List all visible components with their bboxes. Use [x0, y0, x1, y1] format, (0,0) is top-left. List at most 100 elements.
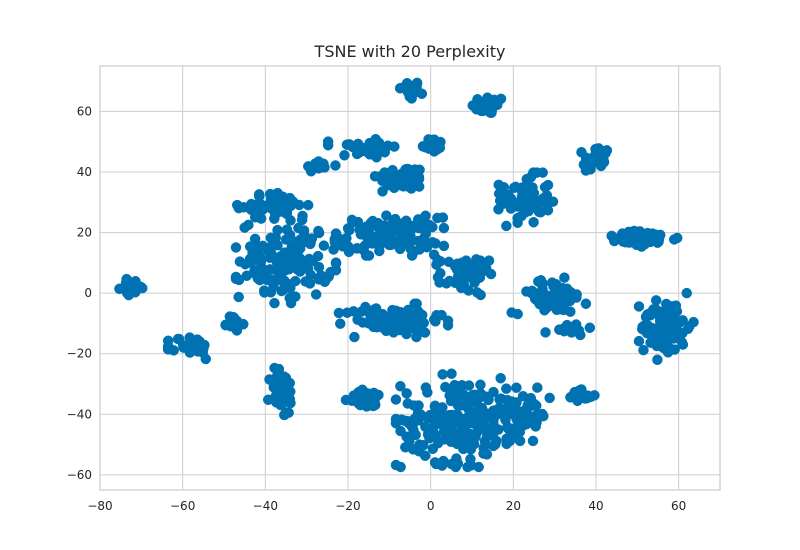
scatter-point: [661, 298, 672, 310]
scatter-point: [472, 417, 483, 428]
scatter-point: [394, 321, 405, 333]
scatter-point: [390, 394, 402, 405]
scatter-point: [506, 307, 517, 318]
scatter-point: [483, 394, 494, 406]
scatter-point: [580, 298, 592, 310]
scatter-point: [244, 241, 256, 252]
scatter-point: [342, 240, 354, 252]
scatter-point: [415, 409, 426, 420]
scatter-point: [501, 383, 512, 394]
scatter-point: [475, 388, 486, 399]
scatter-point: [281, 224, 293, 235]
scatter-point: [389, 141, 400, 152]
x-tick-label: −60: [170, 499, 195, 513]
scatter-point: [258, 285, 270, 296]
scatter-point: [502, 422, 514, 433]
scatter-point: [396, 228, 407, 240]
scatter-point: [578, 159, 590, 170]
scatter-point: [414, 244, 425, 255]
scatter-point: [402, 163, 413, 175]
scatter-point: [481, 431, 493, 443]
scatter-point: [491, 435, 502, 447]
scatter-point: [342, 223, 354, 234]
scatter-point: [457, 436, 468, 448]
scatter-point: [463, 380, 475, 391]
scatter-point: [255, 256, 267, 268]
scatter-point: [522, 196, 534, 208]
scatter-point: [162, 335, 174, 347]
scatter-point: [429, 411, 441, 422]
scatter-point: [438, 411, 450, 422]
scatter-point: [395, 175, 406, 187]
scatter-point: [347, 141, 358, 153]
scatter-point: [390, 459, 402, 471]
scatter-point: [663, 314, 674, 326]
scatter-point: [330, 228, 342, 239]
scatter-point: [328, 244, 339, 255]
scatter-point: [639, 320, 650, 331]
scatter-point: [330, 160, 341, 171]
scatter-point: [335, 318, 346, 329]
scatter-point: [651, 233, 663, 244]
scatter-point: [531, 400, 542, 411]
scatter-point: [288, 255, 299, 267]
x-tick-label: 0: [427, 499, 435, 513]
scatter-point: [672, 232, 683, 244]
x-tick-label: 40: [588, 499, 603, 513]
scatter-point: [471, 254, 482, 265]
scatter-point: [677, 315, 688, 326]
scatter-point: [666, 328, 677, 339]
scatter-point: [420, 210, 431, 221]
scatter-point: [527, 182, 538, 193]
scatter-point: [542, 205, 554, 216]
scatter-point: [470, 431, 481, 443]
scatter-point: [559, 272, 570, 283]
scatter-point: [279, 265, 290, 277]
scatter-point: [575, 329, 586, 341]
scatter-point: [427, 134, 439, 146]
scatter-point: [486, 104, 498, 116]
scatter-point: [421, 141, 433, 152]
scatter-point: [269, 297, 280, 309]
scatter-point: [297, 210, 308, 222]
y-tick-label: 60: [77, 104, 92, 118]
scatter-point: [278, 387, 290, 398]
scatter-point: [373, 220, 384, 231]
scatter-point: [306, 233, 318, 244]
scatter-point: [633, 335, 645, 347]
scatter-point: [322, 139, 334, 151]
scatter-point: [374, 245, 385, 257]
scatter-point: [131, 281, 143, 292]
scatter-point: [590, 148, 602, 160]
scatter-point: [264, 264, 276, 275]
scatter-point: [377, 186, 388, 197]
scatter-point: [495, 393, 507, 404]
scatter-point: [249, 211, 261, 223]
scatter-point: [290, 236, 302, 247]
scatter-point: [401, 388, 412, 399]
scatter-point: [234, 256, 246, 267]
scatter-point: [277, 256, 288, 268]
scatter-point: [358, 244, 369, 256]
scatter-point: [431, 259, 442, 270]
scatter-point: [438, 240, 450, 252]
y-tick-label: 0: [84, 286, 92, 300]
scatter-point: [276, 285, 287, 297]
scatter-point: [440, 381, 451, 393]
scatter-point: [453, 271, 464, 282]
scatter-point: [558, 325, 570, 337]
scatter-point: [233, 202, 245, 214]
scatter-point: [554, 293, 565, 305]
scatter-point: [268, 382, 280, 393]
scatter-point: [422, 387, 433, 398]
scatter-point: [652, 354, 663, 366]
scatter-point: [305, 269, 317, 281]
scatter-point: [404, 80, 416, 92]
scatter-point: [540, 327, 551, 338]
scatter-point: [352, 388, 363, 400]
scatter-point: [230, 271, 242, 283]
scatter-point: [230, 242, 242, 253]
scatter-point: [302, 199, 314, 211]
scatter-point: [269, 213, 280, 224]
y-tick-label: −60: [67, 468, 92, 482]
